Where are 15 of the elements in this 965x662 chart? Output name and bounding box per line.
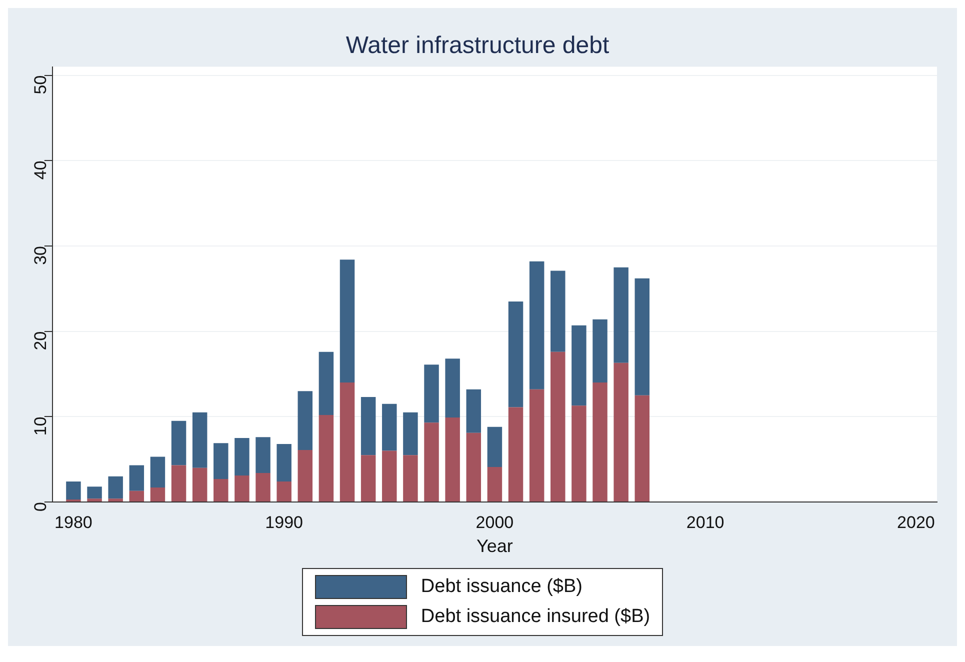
y-tick-label: 40: [31, 160, 50, 180]
x-tick-label: 2010: [686, 512, 724, 532]
y-tick-label: 20: [31, 331, 50, 350]
x-tick-label: 1990: [265, 512, 303, 532]
x-axis-title: Year: [476, 536, 513, 556]
chart-title: Water infrastructure debt: [346, 32, 610, 60]
x-tick-label: 2000: [476, 512, 514, 532]
y-tick-label: 0: [31, 502, 50, 512]
x-tick-label: 1980: [54, 512, 92, 532]
legend-label: Debt issuance ($B): [420, 576, 582, 598]
y-tick-label: 50: [31, 75, 50, 94]
y-tick-label: 10: [31, 416, 50, 436]
legend-label: Debt issuance insured ($B): [420, 606, 650, 628]
x-tick-label: 2020: [897, 512, 935, 532]
y-tick-label: 30: [31, 246, 50, 265]
